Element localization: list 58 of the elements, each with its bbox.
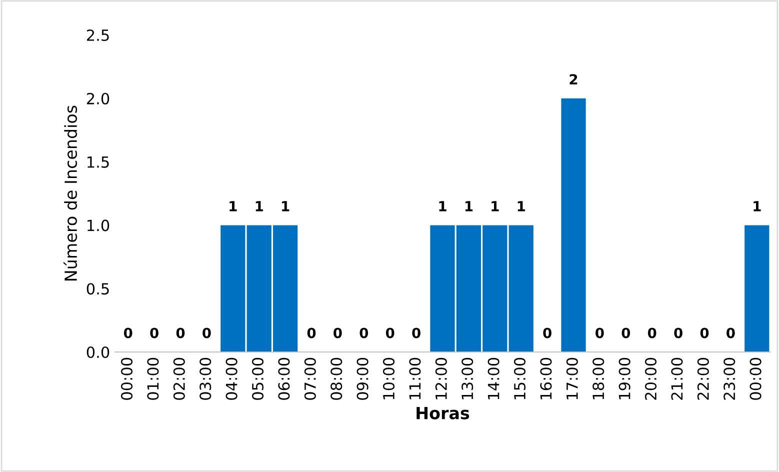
y-tick-label: 1.0: [88, 220, 110, 232]
data-label: 0: [622, 328, 630, 338]
data-label: 1: [256, 201, 263, 212]
x-tick-label: 18:00: [592, 358, 604, 400]
data-label: 0: [596, 328, 604, 338]
x-tick-label: 15:00: [514, 358, 526, 400]
data-label: 0: [412, 328, 420, 338]
x-tick-label: 05:00: [252, 358, 264, 400]
data-label: 1: [754, 201, 761, 212]
data-label: 1: [518, 201, 525, 212]
data-label: 0: [726, 328, 735, 338]
x-axis-title: Horas: [416, 406, 470, 420]
data-label: 1: [439, 201, 446, 212]
x-tick-label: 02:00: [173, 358, 185, 400]
y-tick-label: 2.0: [86, 92, 110, 104]
y-tick-label: 0.0: [86, 346, 110, 358]
x-tick-label: 04:00: [226, 358, 238, 400]
x-tick-label: 13:00: [462, 358, 474, 400]
data-label: 1: [492, 201, 499, 212]
x-tick-label: 20:00: [644, 358, 657, 400]
y-tick-label: 0.5: [86, 283, 109, 295]
data-label: 0: [386, 328, 394, 338]
data-label: 2: [570, 74, 578, 84]
data-label: 0: [124, 328, 132, 338]
data-label: 1: [465, 201, 473, 212]
x-tick-label: 07:00: [304, 358, 316, 400]
x-tick-label: 10:00: [382, 358, 395, 400]
data-label: 0: [360, 328, 368, 338]
x-tick-label: 21:00: [671, 358, 683, 400]
x-tick-label: 14:00: [488, 358, 500, 400]
x-tick-label: 08:00: [330, 358, 342, 400]
x-tick-label: 06:00: [278, 358, 290, 400]
y-axis-title: Número de Incendios: [63, 106, 78, 280]
x-tick-label: 01:00: [147, 358, 159, 400]
data-label: 0: [674, 328, 682, 338]
x-tick-label: 11:00: [409, 358, 421, 400]
data-label: 0: [150, 328, 158, 338]
x-tick-label: 17:00: [566, 358, 578, 400]
y-tick-label: 2.5: [86, 29, 109, 42]
x-tick-label: 16:00: [540, 358, 552, 400]
data-label: 0: [700, 328, 709, 338]
x-tick-label: 03:00: [200, 358, 212, 400]
data-label: 0: [543, 328, 552, 338]
x-tick-label: 22:00: [697, 358, 709, 400]
y-tick-label: 1.5: [88, 156, 109, 168]
x-tick-label: 09:00: [356, 358, 368, 400]
data-label: 0: [307, 328, 316, 338]
x-tick-label: 23:00: [724, 358, 736, 400]
data-label: 0: [334, 328, 342, 338]
x-tick-label: 19:00: [618, 358, 630, 400]
x-tick-label: 00:00: [120, 358, 133, 400]
data-label: 0: [648, 328, 656, 338]
data-label: 0: [202, 328, 211, 338]
data-label: 1: [282, 201, 290, 212]
x-tick-label: 00:00: [750, 358, 762, 400]
x-tick-label: 12:00: [435, 358, 447, 400]
data-label: 1: [230, 201, 237, 212]
data-label: 0: [176, 328, 185, 338]
